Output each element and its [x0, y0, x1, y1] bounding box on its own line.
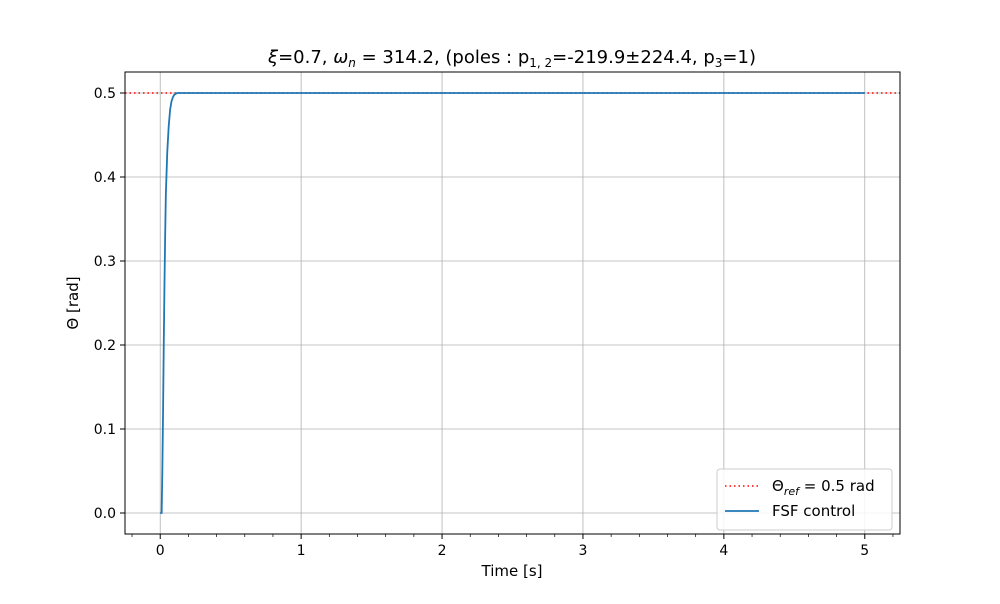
fsf-control-line [160, 92, 865, 514]
x-tick-label: 0 [156, 543, 165, 559]
x-axis-label: Time [s] [481, 562, 543, 580]
y-tick-label: 0.4 [94, 170, 116, 186]
x-axis-ticks: 0 1 2 3 4 5 [131, 534, 894, 559]
x-tick-label: 3 [578, 543, 587, 559]
legend-label-fsf-control: FSF control [772, 502, 855, 520]
x-tick-label: 2 [438, 543, 447, 559]
y-tick-label: 0.2 [94, 338, 116, 354]
x-tick-label: 1 [297, 543, 306, 559]
y-axis-label: Θ [rad] [64, 276, 82, 329]
y-tick-label: 0.3 [94, 254, 116, 270]
y-tick-label: 0.1 [94, 422, 116, 438]
y-axis-ticks: 0.0 0.1 0.2 0.3 0.4 0.5 [94, 86, 125, 522]
legend-box [716, 468, 893, 531]
legend-label-reference: Θref = 0.5 rad [772, 477, 875, 498]
x-tick-label: 5 [860, 543, 869, 559]
legend: Θref = 0.5 rad FSF control [716, 468, 893, 531]
y-tick-label: 0.0 [94, 506, 116, 522]
plot-frame [124, 71, 901, 535]
y-tick-label: 0.5 [94, 86, 116, 102]
x-tick-label: 4 [719, 543, 728, 559]
chart-title: ξ=0.7, ωn = 314.2, (poles : p1, 2=-219.9… [267, 47, 756, 70]
series-layer [125, 92, 900, 514]
